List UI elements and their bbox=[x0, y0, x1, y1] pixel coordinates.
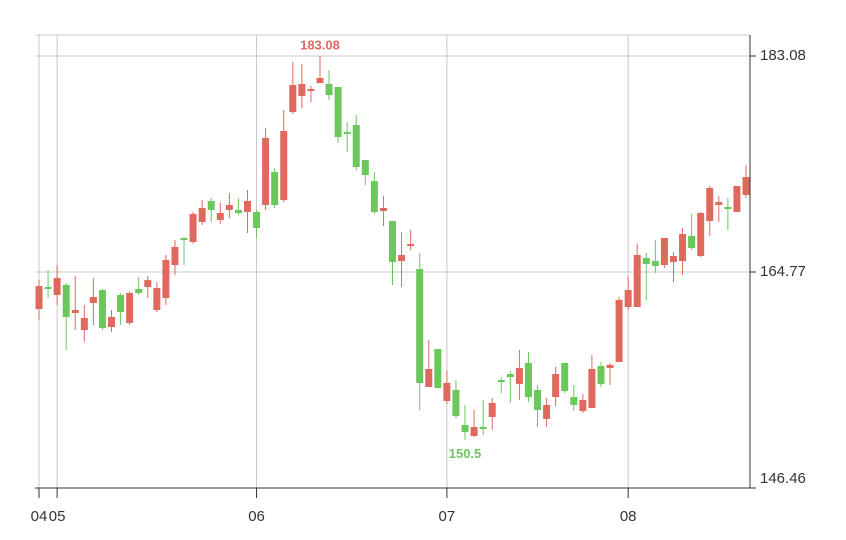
candle-body bbox=[370, 181, 378, 212]
candle-body bbox=[488, 402, 496, 417]
candle-body bbox=[234, 209, 242, 214]
candle-body bbox=[198, 207, 206, 222]
candle-body bbox=[89, 297, 97, 304]
candle-body bbox=[706, 188, 714, 222]
candle-body bbox=[534, 389, 542, 411]
candle-body bbox=[715, 202, 723, 205]
candle-body bbox=[552, 374, 560, 398]
candle-body bbox=[597, 366, 605, 384]
candle-body bbox=[80, 318, 88, 331]
min-annotation: 150.5 bbox=[449, 446, 482, 461]
y-tick-label: 146.46 bbox=[760, 470, 806, 487]
candle-body bbox=[135, 288, 143, 293]
candle-body bbox=[697, 213, 705, 256]
candle-body bbox=[307, 89, 315, 92]
candle-body bbox=[679, 234, 687, 262]
candle-body bbox=[506, 374, 514, 377]
candle-body bbox=[262, 137, 270, 205]
candle-body bbox=[153, 288, 161, 310]
candle-body bbox=[98, 290, 106, 329]
candle-body bbox=[171, 246, 179, 266]
candle-body bbox=[108, 316, 116, 327]
candle-body bbox=[443, 383, 451, 402]
y-tick-label: 183.08 bbox=[760, 47, 806, 64]
candle-body bbox=[425, 368, 433, 388]
candle-body bbox=[452, 389, 460, 417]
candle-body bbox=[334, 87, 342, 138]
candle-body bbox=[724, 206, 732, 210]
candle-body bbox=[271, 171, 279, 205]
candle-body bbox=[343, 131, 351, 134]
candle-body bbox=[180, 238, 188, 241]
candle-body bbox=[298, 83, 306, 96]
candle-body bbox=[660, 238, 668, 266]
candle-body bbox=[588, 368, 596, 409]
candle-body bbox=[497, 380, 505, 383]
candle-body bbox=[352, 125, 360, 168]
x-tick-label: 04 bbox=[31, 508, 48, 525]
max-annotation: 183.08 bbox=[300, 37, 340, 52]
candle-body bbox=[280, 131, 288, 201]
candle-body bbox=[624, 290, 632, 308]
candle-body bbox=[669, 255, 677, 262]
candle-body bbox=[479, 427, 487, 430]
candle-body bbox=[515, 368, 523, 384]
candle-body bbox=[126, 292, 134, 323]
candle-body bbox=[361, 160, 369, 176]
candle-body bbox=[461, 425, 469, 432]
candle-body bbox=[742, 177, 750, 195]
candle-body bbox=[606, 364, 614, 369]
x-tick-label: 06 bbox=[248, 508, 265, 525]
candle-body bbox=[379, 207, 387, 212]
candle-body bbox=[225, 204, 233, 210]
candle-body bbox=[207, 200, 215, 210]
candle-body bbox=[524, 362, 532, 398]
candle-body bbox=[253, 211, 261, 228]
candle-body bbox=[407, 244, 415, 247]
candle-body bbox=[733, 186, 741, 212]
candle-body bbox=[615, 299, 623, 363]
candle-body bbox=[144, 280, 152, 287]
candle-body bbox=[543, 404, 551, 419]
candle-body bbox=[561, 362, 569, 392]
candle-body bbox=[243, 200, 251, 212]
candle-body bbox=[289, 85, 297, 113]
candle-body bbox=[53, 278, 61, 296]
candle-body bbox=[633, 255, 641, 308]
candle-body bbox=[162, 259, 170, 298]
x-tick-label: 08 bbox=[620, 508, 637, 525]
candle-body bbox=[316, 77, 324, 84]
candle-body bbox=[117, 295, 125, 312]
candle-body bbox=[71, 309, 79, 314]
candle-body bbox=[189, 213, 197, 243]
candle-body bbox=[44, 286, 52, 289]
candle-body bbox=[688, 236, 696, 249]
candle-body bbox=[434, 349, 442, 388]
candle-body bbox=[62, 284, 70, 317]
candle-body bbox=[325, 83, 333, 96]
candle-body bbox=[389, 221, 396, 262]
x-tick-label: 07 bbox=[439, 508, 456, 525]
candle-body bbox=[35, 286, 43, 310]
y-tick-label: 164.77 bbox=[760, 263, 806, 280]
candle-body bbox=[416, 269, 424, 384]
x-tick-label: 05 bbox=[49, 508, 66, 525]
candle-body bbox=[398, 255, 406, 262]
candle-body bbox=[579, 399, 587, 411]
candle-body bbox=[642, 257, 650, 264]
candle-body bbox=[216, 213, 224, 220]
candle-body bbox=[651, 261, 659, 266]
candle-body bbox=[470, 427, 478, 436]
candle-body bbox=[570, 397, 578, 405]
